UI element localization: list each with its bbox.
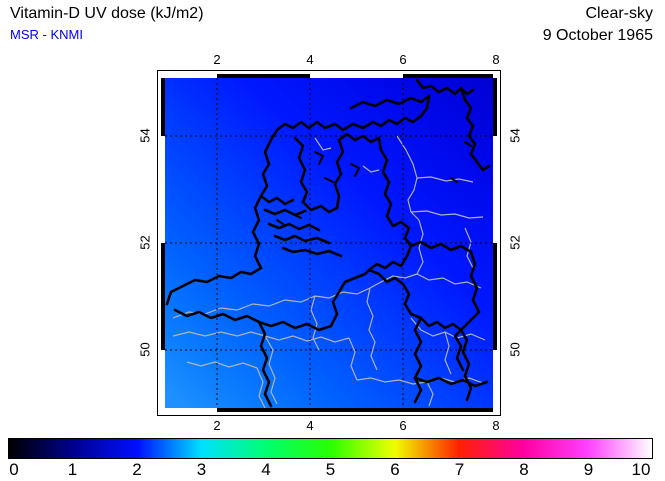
axis-tick-band-segment	[216, 74, 310, 78]
sky-condition-label: Clear-sky	[585, 5, 653, 22]
lat-label-right-0: 54	[507, 128, 523, 143]
lon-label-top-3: 8	[492, 52, 500, 67]
map-plot-area	[165, 78, 493, 408]
lon-label-top-1: 4	[306, 52, 314, 67]
lat-label-left-0: 54	[137, 128, 153, 143]
page-title: Vitamin-D UV dose (kJ/m2)	[10, 5, 204, 22]
colorbar-tick-10: 10	[631, 460, 651, 479]
axis-tick-band-segment	[493, 243, 497, 350]
colorbar-tick-5: 5	[325, 460, 336, 479]
lon-label-top-0: 2	[213, 52, 221, 67]
colorbar-tick-1: 1	[67, 460, 78, 479]
lon-label-bottom-0: 2	[213, 418, 221, 433]
uv-dose-field	[165, 78, 493, 408]
map-container: 2 4 6 8 2 4 6 8 54 52 50 54 52 50	[138, 52, 523, 433]
date-label: 9 October 1965	[542, 27, 653, 44]
colorbar-tick-6: 6	[390, 460, 400, 479]
lat-label-left-1: 52	[137, 235, 153, 250]
axis-tick-band-segment	[493, 78, 497, 136]
lon-label-bottom-2: 6	[399, 418, 407, 433]
axis-tick-band-segment	[402, 74, 493, 78]
colorbar-tick-7: 7	[454, 460, 465, 479]
colorbar-tick-3: 3	[196, 460, 207, 479]
lat-label-left-2: 50	[137, 342, 153, 357]
colorbar-tick-9: 9	[583, 460, 594, 479]
colorbar-tick-labels: 0 1 2 3 4 5 6 7 8 9 10	[8, 459, 653, 481]
colorbar-tick-8: 8	[519, 460, 529, 479]
data-source-label: MSR - KNMI	[10, 27, 83, 42]
axis-tick-band-segment	[402, 408, 493, 412]
colorbar-tick-0: 0	[9, 460, 19, 479]
lon-label-top-2: 6	[399, 52, 407, 67]
axis-tick-band-segment	[216, 408, 310, 412]
lon-label-bottom-3: 8	[492, 418, 500, 433]
axis-tick-band-segment	[161, 243, 165, 350]
lat-label-right-2: 50	[507, 342, 523, 357]
axis-tick-band-segment	[310, 408, 403, 412]
lon-label-bottom-1: 4	[306, 418, 314, 433]
colorbar-tick-4: 4	[261, 460, 271, 479]
colorbar-tick-2: 2	[132, 460, 142, 479]
colorbar-gradient	[8, 438, 653, 459]
axis-tick-band-segment	[161, 78, 165, 136]
lat-label-right-1: 52	[507, 235, 523, 250]
colorbar-container: 0 1 2 3 4 5 6 7 8 9 10	[8, 438, 653, 481]
